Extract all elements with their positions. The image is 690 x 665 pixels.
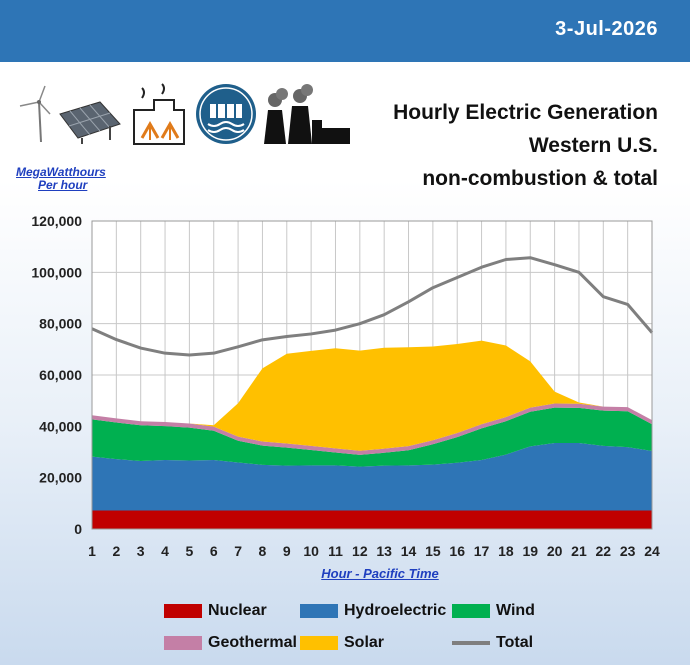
legend-label-solar: Solar: [344, 634, 385, 651]
y-tick-label: 40,000: [39, 418, 82, 434]
wind-turbine-icon: [19, 85, 51, 143]
units-line-2: Per hour: [38, 178, 88, 192]
x-tick-label: 2: [112, 543, 120, 559]
legend-label-nuclear: Nuclear: [208, 602, 267, 619]
chart-title-line-2: Western U.S.: [528, 134, 658, 157]
source-icons: [12, 80, 352, 157]
x-tick-label: 23: [620, 543, 636, 559]
legend-swatch-nuclear: [164, 604, 202, 618]
y-tick-label: 60,000: [39, 367, 82, 383]
legend-label-hydro: Hydroelectric: [344, 602, 447, 619]
solar-panel-icon: [59, 101, 121, 144]
x-tick-label: 9: [283, 543, 291, 559]
x-tick-label: 22: [596, 543, 612, 559]
y-tick-label: 0: [74, 521, 82, 537]
legend-swatch-hydro: [300, 604, 338, 618]
x-tick-label: 21: [571, 543, 587, 559]
chart-title-line-3: non-combustion & total: [422, 167, 658, 190]
legend-swatch-total: [452, 641, 490, 645]
x-axis-label: Hour - Pacific Time: [321, 566, 439, 581]
area-solar: [92, 340, 652, 451]
x-tick-label: 24: [644, 543, 660, 559]
generation-chart: 0 20,000 40,000 60,000 80,000 100,000 120,000 1…: [31, 213, 660, 559]
line-total: [91, 256, 654, 357]
x-tick-label: 15: [425, 543, 441, 559]
area-wind: [92, 407, 652, 467]
y-tick-label: 20,000: [39, 470, 82, 486]
x-tick-label: 7: [234, 543, 242, 559]
y-tick-label: 100,000: [31, 264, 82, 280]
units-line-1: MegaWatthours: [16, 165, 106, 179]
legend-label-geothermal: Geothermal: [208, 634, 297, 651]
legend-item-total: Total: [452, 634, 533, 652]
x-tick-label: 3: [137, 543, 145, 559]
legend-item-wind: Wind: [452, 602, 535, 620]
legend: Nuclear Hydroelectric Wind Geothermal So…: [0, 598, 690, 658]
area-geothermal: [92, 403, 652, 455]
geothermal-plant-icon: [133, 83, 185, 145]
x-tick-label: 4: [161, 543, 169, 559]
plot-border: [91, 220, 653, 530]
legend-swatch-wind: [452, 604, 490, 618]
x-tick-label: 8: [259, 543, 267, 559]
x-tick-label: 5: [185, 543, 193, 559]
legend-swatch-solar: [300, 636, 338, 650]
units-label: MegaWatthours Per hour: [16, 166, 106, 192]
area-hydro: [92, 443, 652, 511]
y-tick-label: 80,000: [39, 316, 82, 332]
legend-item-nuclear: Nuclear: [164, 602, 267, 620]
x-tick-label: 6: [210, 543, 218, 559]
x-tick-label: 14: [401, 543, 417, 559]
chart-title-line-1: Hourly Electric Generation: [393, 101, 658, 124]
x-tick-label: 18: [498, 543, 514, 559]
x-tick-label: 13: [376, 543, 392, 559]
x-tick-label: 16: [449, 543, 465, 559]
legend-item-geothermal: Geothermal: [164, 634, 297, 652]
x-tick-label: 19: [522, 543, 538, 559]
nuclear-plant-icon: [264, 84, 350, 144]
legend-item-solar: Solar: [300, 634, 384, 652]
x-tick-label: 1: [88, 543, 96, 559]
x-tick-label: 12: [352, 543, 368, 559]
report-date: 3-Jul-2026: [555, 18, 658, 40]
y-tick-label: 120,000: [31, 213, 82, 229]
x-tick-label: 11: [328, 543, 343, 559]
legend-label-total: Total: [496, 634, 534, 651]
legend-item-hydro: Hydroelectric: [300, 602, 446, 620]
legend-swatch-geothermal: [164, 636, 202, 650]
x-tick-label: 20: [547, 543, 563, 559]
header-bar: 3-Jul-2026: [0, 0, 690, 62]
legend-label-wind: Wind: [496, 602, 535, 619]
hydro-dam-icon: [196, 84, 256, 144]
x-tick-label: 10: [303, 543, 319, 559]
x-tick-label: 17: [474, 543, 490, 559]
area-nuclear: [92, 510, 652, 529]
